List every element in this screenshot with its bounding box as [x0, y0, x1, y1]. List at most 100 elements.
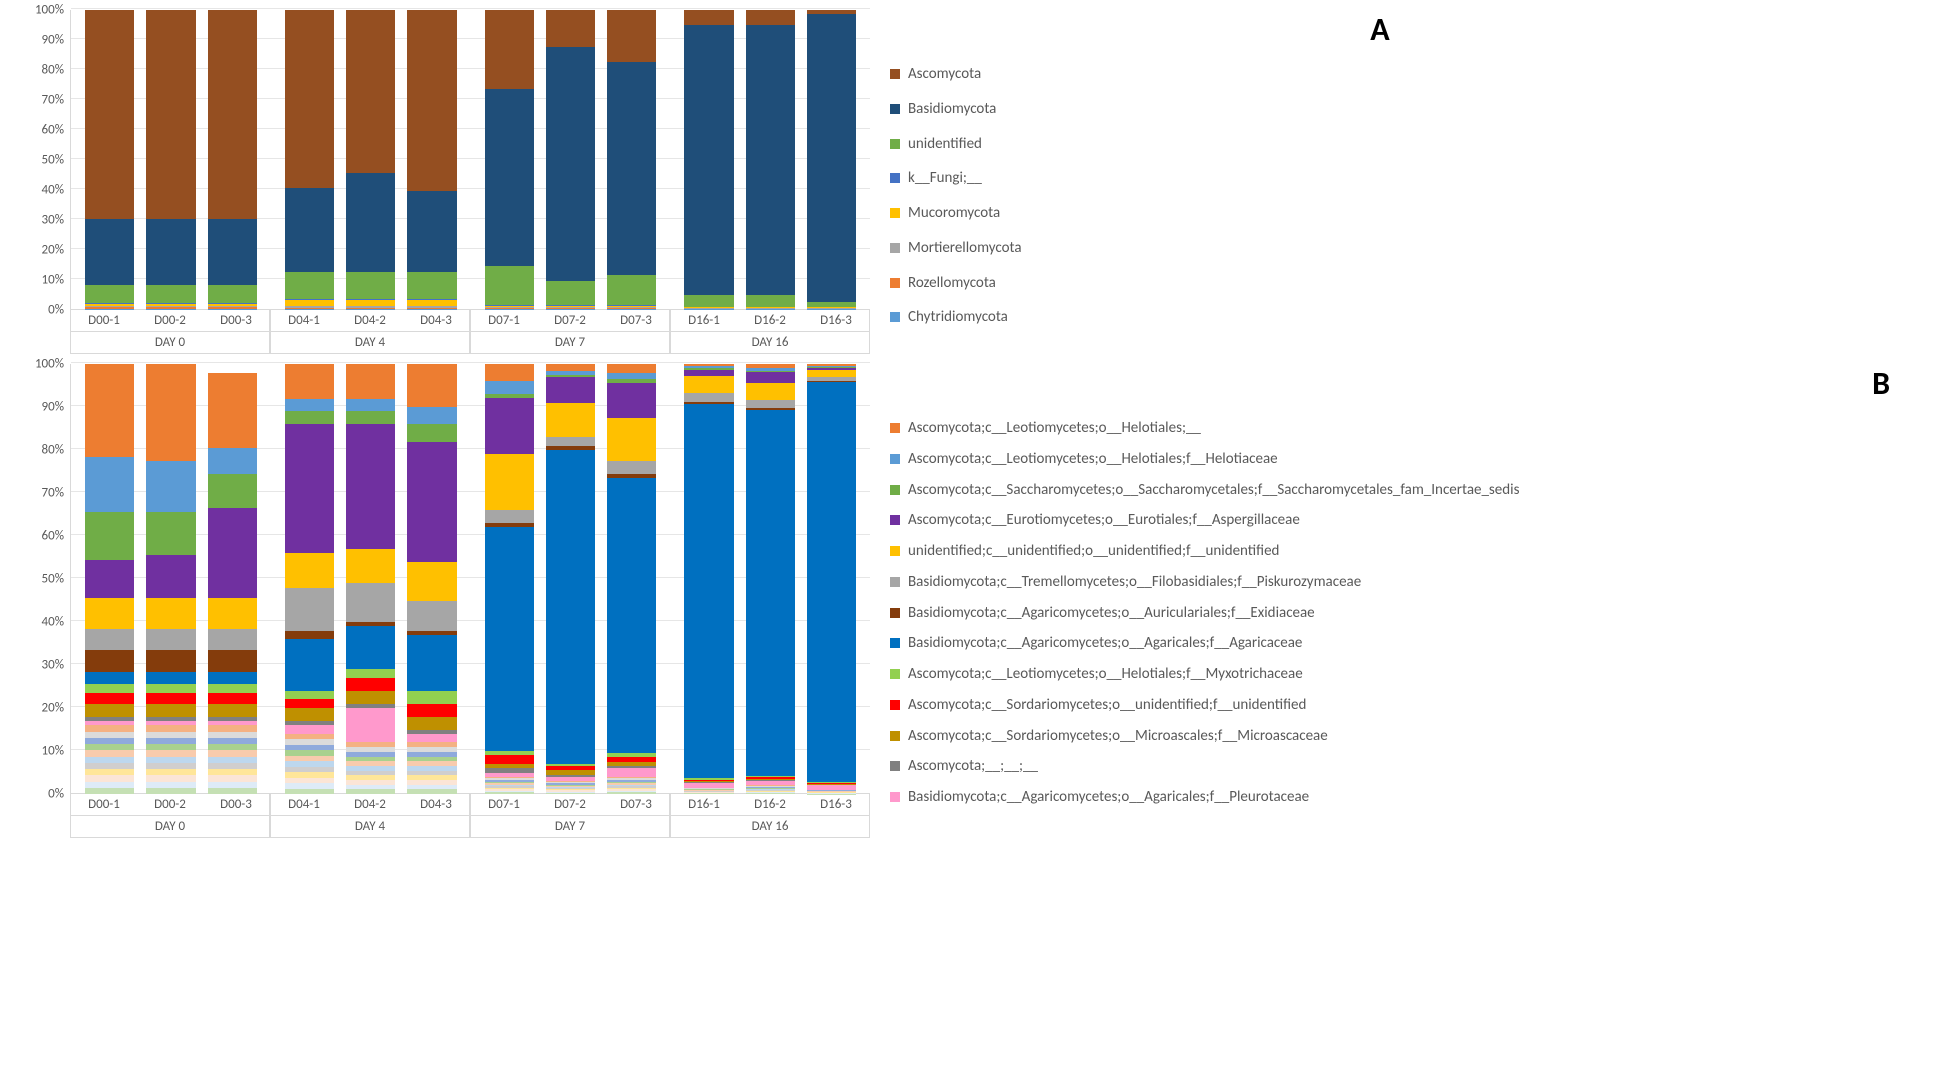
day-group: [670, 10, 870, 310]
bar-segment: [208, 598, 257, 628]
bar-segment: [208, 474, 257, 508]
x-sample-label: D16-1: [671, 310, 737, 331]
legend-label: Ascomycota;c__Leotiomycetes;o__Helotiale…: [908, 665, 1303, 684]
y-tick-label: 20%: [42, 701, 64, 716]
x-sample-label: D00-2: [137, 794, 203, 815]
bar-segment: [485, 454, 534, 510]
stacked-bar: [285, 364, 334, 794]
x-sample-label: D00-3: [203, 794, 269, 815]
x-sample-label: D00-1: [71, 794, 137, 815]
y-tick-label: 60%: [42, 123, 64, 138]
legend-label: Ascomycota;c__Leotiomycetes;o__Helotiale…: [908, 450, 1278, 469]
stacked-bar: [485, 10, 534, 310]
stacked-bar: [285, 10, 334, 310]
bar-segment: [85, 285, 134, 303]
legend-item: unidentified: [890, 135, 1190, 154]
stacked-bar: [546, 364, 595, 794]
legend-swatch: [890, 700, 900, 710]
legend-swatch: [890, 577, 900, 587]
bar-segment: [746, 410, 795, 776]
x-day-label: DAY 0: [70, 816, 270, 838]
x-day-label: DAY 7: [470, 816, 670, 838]
x-sample-label: D07-1: [471, 310, 537, 331]
day-group: [271, 10, 471, 310]
stacked-bar: [146, 10, 195, 310]
bar-segment: [684, 393, 733, 402]
x-group: D00-1D00-2D00-3DAY 0: [70, 794, 270, 838]
y-tick-label: 10%: [42, 744, 64, 759]
bar-segment: [208, 309, 257, 311]
legend-swatch: [890, 208, 900, 218]
legend-swatch: [890, 669, 900, 679]
bar-segment: [746, 25, 795, 295]
bar-segment: [407, 424, 456, 441]
x-sample-label: D16-2: [737, 310, 803, 331]
x-day-label: DAY 16: [670, 332, 870, 354]
bar-segment: [407, 734, 456, 743]
x-sample-label: D07-1: [471, 794, 537, 815]
stacked-bar: [807, 10, 856, 310]
bar-segment: [85, 598, 134, 628]
bar-segment: [346, 583, 395, 622]
bar-segment: [208, 448, 257, 474]
bar-segment: [746, 10, 795, 25]
bar-segment: [346, 411, 395, 424]
x-group: D16-1D16-2D16-3DAY 16: [670, 310, 870, 354]
bar-segment: [485, 266, 534, 305]
bar-segment: [684, 309, 733, 310]
chart-wrap: 0%10%20%30%40%50%60%70%80%90%100%D00-1D0…: [20, 364, 870, 838]
legend-item: Basidiomycota;c__Agaricomycetes;o__Agari…: [890, 634, 1570, 653]
bar-segment-other: [146, 788, 195, 794]
bar-segment: [485, 381, 534, 394]
x-axis: D00-1D00-2D00-3DAY 0D04-1D04-2D04-3DAY 4…: [70, 310, 870, 354]
bar-segment: [85, 560, 134, 599]
x-group: D07-1D07-2D07-3DAY 7: [470, 794, 670, 838]
bar-segment: [684, 295, 733, 307]
chart-legend: AscomycotaBasidiomycotaunidentifiedk__Fu…: [870, 49, 1190, 343]
legend-swatch: [890, 69, 900, 79]
panel-letter: A: [1370, 10, 1389, 49]
bar-segment: [485, 364, 534, 381]
legend-item: Ascomycota;c__Leotiomycetes;o__Helotiale…: [890, 665, 1570, 684]
legend-item: Mucoromycota: [890, 204, 1190, 223]
y-tick-label: 90%: [42, 33, 64, 48]
legend-label: Rozellomycota: [908, 274, 996, 293]
stacked-bar: [746, 10, 795, 310]
x-sample-label: D16-2: [737, 794, 803, 815]
bar-segment: [146, 10, 195, 219]
bar-segment-other: [607, 792, 656, 794]
bar-segment: [285, 188, 334, 272]
bar-segment: [607, 383, 656, 417]
x-sample-label: D04-3: [403, 794, 469, 815]
y-tick-label: 40%: [42, 183, 64, 198]
bar-segment: [346, 549, 395, 583]
bar-segment: [684, 376, 733, 393]
bar-segment: [85, 693, 134, 704]
bar-segment: [285, 708, 334, 721]
legend-swatch: [890, 515, 900, 525]
x-sample-label: D16-1: [671, 794, 737, 815]
bar-segment: [684, 404, 733, 778]
bar-segment: [407, 191, 456, 272]
x-day-label: DAY 4: [270, 816, 470, 838]
bar-segment: [546, 10, 595, 47]
legend-swatch: [890, 546, 900, 556]
bar-segment: [146, 629, 195, 651]
bar-segment: [208, 508, 257, 598]
bar-segment: [85, 10, 134, 219]
legend-label: Mucoromycota: [908, 204, 1000, 223]
bar-segment: [407, 407, 456, 424]
bar-segment: [146, 219, 195, 285]
stacked-bar: [346, 10, 395, 310]
figure-container: 0%10%20%30%40%50%60%70%80%90%100%D00-1D0…: [20, 10, 1930, 838]
legend-label: k__Fungi;__: [908, 169, 982, 188]
bar-segment: [546, 377, 595, 403]
y-tick-label: 60%: [42, 529, 64, 544]
stacked-bar: [85, 364, 134, 794]
bar-segment: [285, 639, 334, 691]
bar-segment: [407, 704, 456, 717]
plot-bars: [71, 10, 870, 310]
y-tick-label: 50%: [42, 572, 64, 587]
bar-segment: [285, 424, 334, 553]
y-tick-label: 0%: [48, 303, 64, 318]
